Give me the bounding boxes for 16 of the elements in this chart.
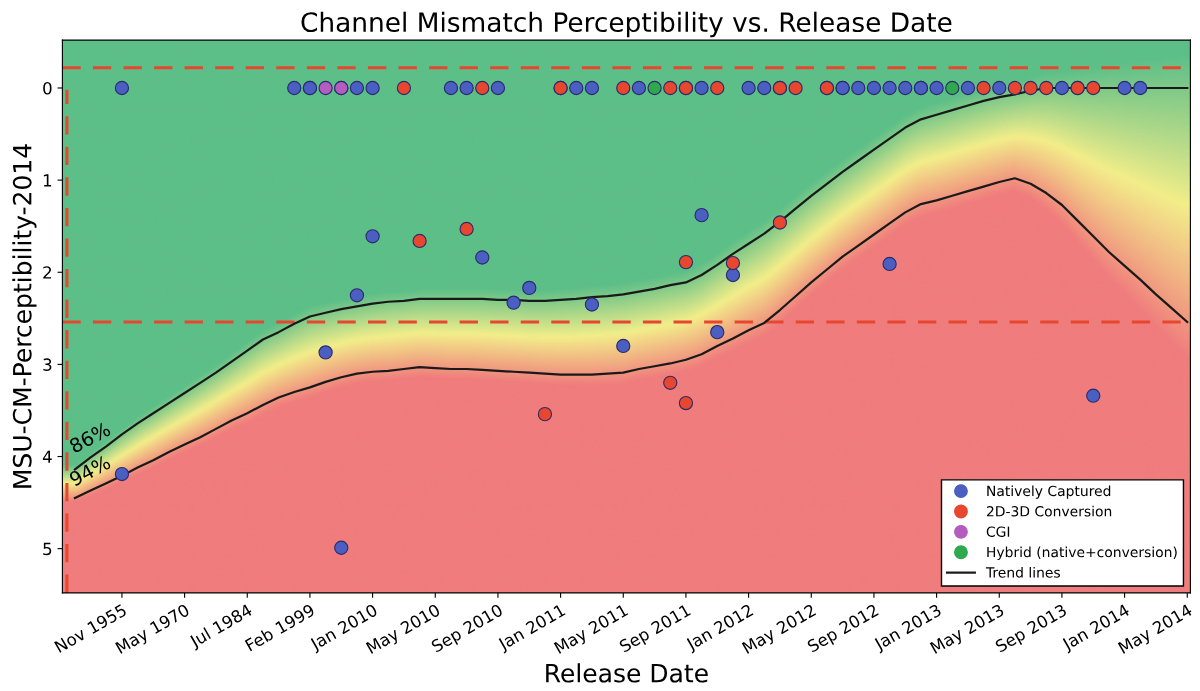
- legend-label: CGI: [986, 526, 1010, 537]
- legend-label: Natively Captured: [987, 485, 1111, 499]
- y-tick-label: 5: [43, 542, 52, 556]
- y-tick-label: 0: [43, 81, 52, 95]
- chart-title: Channel Mismatch Perceptibility vs. Release Date: [301, 11, 952, 38]
- y-tick-label: 1: [43, 174, 52, 187]
- legend-label: Hybrid (native+conversion): [987, 546, 1177, 560]
- annotation: 86%: [68, 421, 112, 454]
- y-axis-title: MSU-CM-Perceptibility-2014: [12, 144, 37, 488]
- legend-label: 2D-3D Conversion: [986, 505, 1112, 517]
- y-tick-label: 4: [42, 450, 52, 463]
- y-tick-label: 3: [43, 358, 52, 371]
- annotation: 94%: [68, 454, 112, 487]
- legend-label: Trend lines: [985, 566, 1060, 578]
- x-axis-title: Release Date: [546, 663, 708, 683]
- y-tick-label: 2: [43, 266, 52, 279]
